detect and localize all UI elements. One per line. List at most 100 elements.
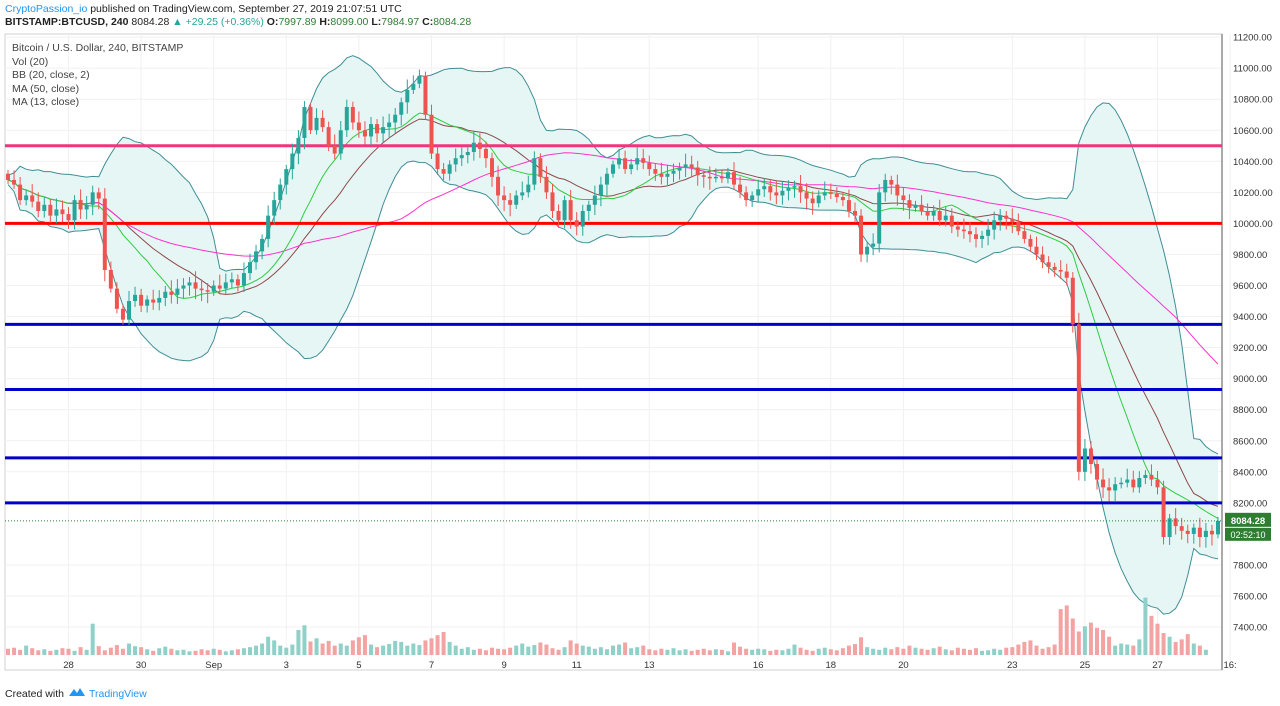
candle-body[interactable] [229,279,234,283]
candle-body[interactable] [1203,530,1208,538]
candle-body[interactable] [774,192,779,196]
candle-body[interactable] [598,184,603,196]
candle-body[interactable] [163,291,168,298]
candle-body[interactable] [308,106,313,131]
candle-body[interactable] [562,200,567,221]
candle-body[interactable] [744,192,749,201]
candle-body[interactable] [780,190,785,196]
candle-body[interactable] [949,215,954,227]
candle-body[interactable] [350,106,355,123]
candle-body[interactable] [235,279,240,286]
candle-body[interactable] [290,153,295,170]
candle-body[interactable] [986,229,991,236]
candle-body[interactable] [78,200,83,210]
candle-body[interactable] [393,114,398,123]
candle-body[interactable] [248,262,252,274]
candle-body[interactable] [1040,254,1045,263]
candle-body[interactable] [1155,479,1160,488]
candle-body[interactable] [193,282,198,289]
candle-body[interactable] [54,209,59,216]
candle-body[interactable] [133,294,138,302]
candle-body[interactable] [326,127,331,146]
candle-body[interactable] [1088,448,1093,465]
candle-body[interactable] [296,138,301,154]
candle-body[interactable] [955,226,960,230]
candle-body[interactable] [568,200,573,221]
candle-body[interactable] [1197,527,1202,538]
candle-body[interactable] [490,158,494,177]
candle-body[interactable] [483,148,488,159]
candle-body[interactable] [1107,487,1112,491]
candle-body[interactable] [792,186,797,188]
candle-body[interactable] [1185,530,1190,534]
candle-body[interactable] [1058,269,1063,272]
candle-body[interactable] [671,170,676,174]
candle-body[interactable] [889,179,894,185]
candle-body[interactable] [254,251,259,263]
candle-body[interactable] [496,176,501,196]
candle-body[interactable] [756,189,761,196]
price-chart[interactable]: 11200.00 11000.00 10800.00 10600.00 10400.00… [0,32,1280,682]
candle-body[interactable] [514,195,519,205]
candle-body[interactable] [151,299,156,303]
candle-body[interactable] [169,291,174,295]
candle-body[interactable] [738,184,743,193]
candle-body[interactable] [550,192,555,211]
candle-body[interactable] [12,179,17,185]
candle-body[interactable] [1161,487,1166,538]
candle-body[interactable] [108,269,113,289]
candle-body[interactable] [798,186,803,193]
author-link[interactable]: CryptoPassion_io [5,3,88,15]
candle-body[interactable] [1191,527,1196,534]
candle-body[interactable] [465,151,470,156]
candle-body[interactable] [1095,464,1099,480]
candle-body[interactable] [617,158,622,165]
candle-body[interactable] [502,195,507,201]
candle-body[interactable] [60,209,65,215]
candle-body[interactable] [314,117,319,131]
legend-item-ma13[interactable]: MA (13, close) [12,96,80,108]
candle-body[interactable] [762,186,767,190]
candle-body[interactable] [713,176,718,179]
candle-body[interactable] [635,158,640,165]
candle-body[interactable] [145,299,150,306]
candle-body[interactable] [175,288,180,295]
candle-body[interactable] [919,204,924,211]
candle-body[interactable] [320,117,325,128]
candle-body[interactable] [846,200,851,211]
candle-body[interactable] [980,235,985,239]
candle-body[interactable] [435,153,440,170]
candle-body[interactable] [375,124,380,134]
candle-body[interactable] [429,114,434,154]
candle-body[interactable] [30,195,35,202]
candle-body[interactable] [1149,474,1154,480]
candle-body[interactable] [865,246,870,255]
candle-body[interactable] [931,210,936,216]
candle-body[interactable] [586,204,591,211]
candle-body[interactable] [574,220,579,227]
candle-body[interactable] [1216,520,1220,535]
candle-body[interactable] [1143,474,1148,479]
candle-body[interactable] [822,192,827,196]
candle-body[interactable] [967,231,972,235]
candle-body[interactable] [453,158,458,165]
candle-body[interactable] [526,184,531,193]
candle-body[interactable] [96,192,101,199]
candle-body[interactable] [1022,231,1027,239]
candle-body[interactable] [471,142,476,152]
candle-body[interactable] [338,130,343,154]
candle-body[interactable] [1119,482,1124,485]
candle-body[interactable] [1179,526,1184,531]
candle-body[interactable] [6,173,10,180]
candle-body[interactable] [284,169,289,185]
candle-body[interactable] [707,176,712,179]
candle-body[interactable] [423,75,428,115]
candle-body[interactable] [211,285,216,292]
candle-body[interactable] [804,192,809,199]
candle-body[interactable] [1113,484,1118,491]
candle-body[interactable] [266,215,271,239]
candle-body[interactable] [828,192,833,194]
candle-body[interactable] [18,184,23,201]
candle-body[interactable] [1131,479,1136,488]
candle-body[interactable] [1137,478,1142,488]
